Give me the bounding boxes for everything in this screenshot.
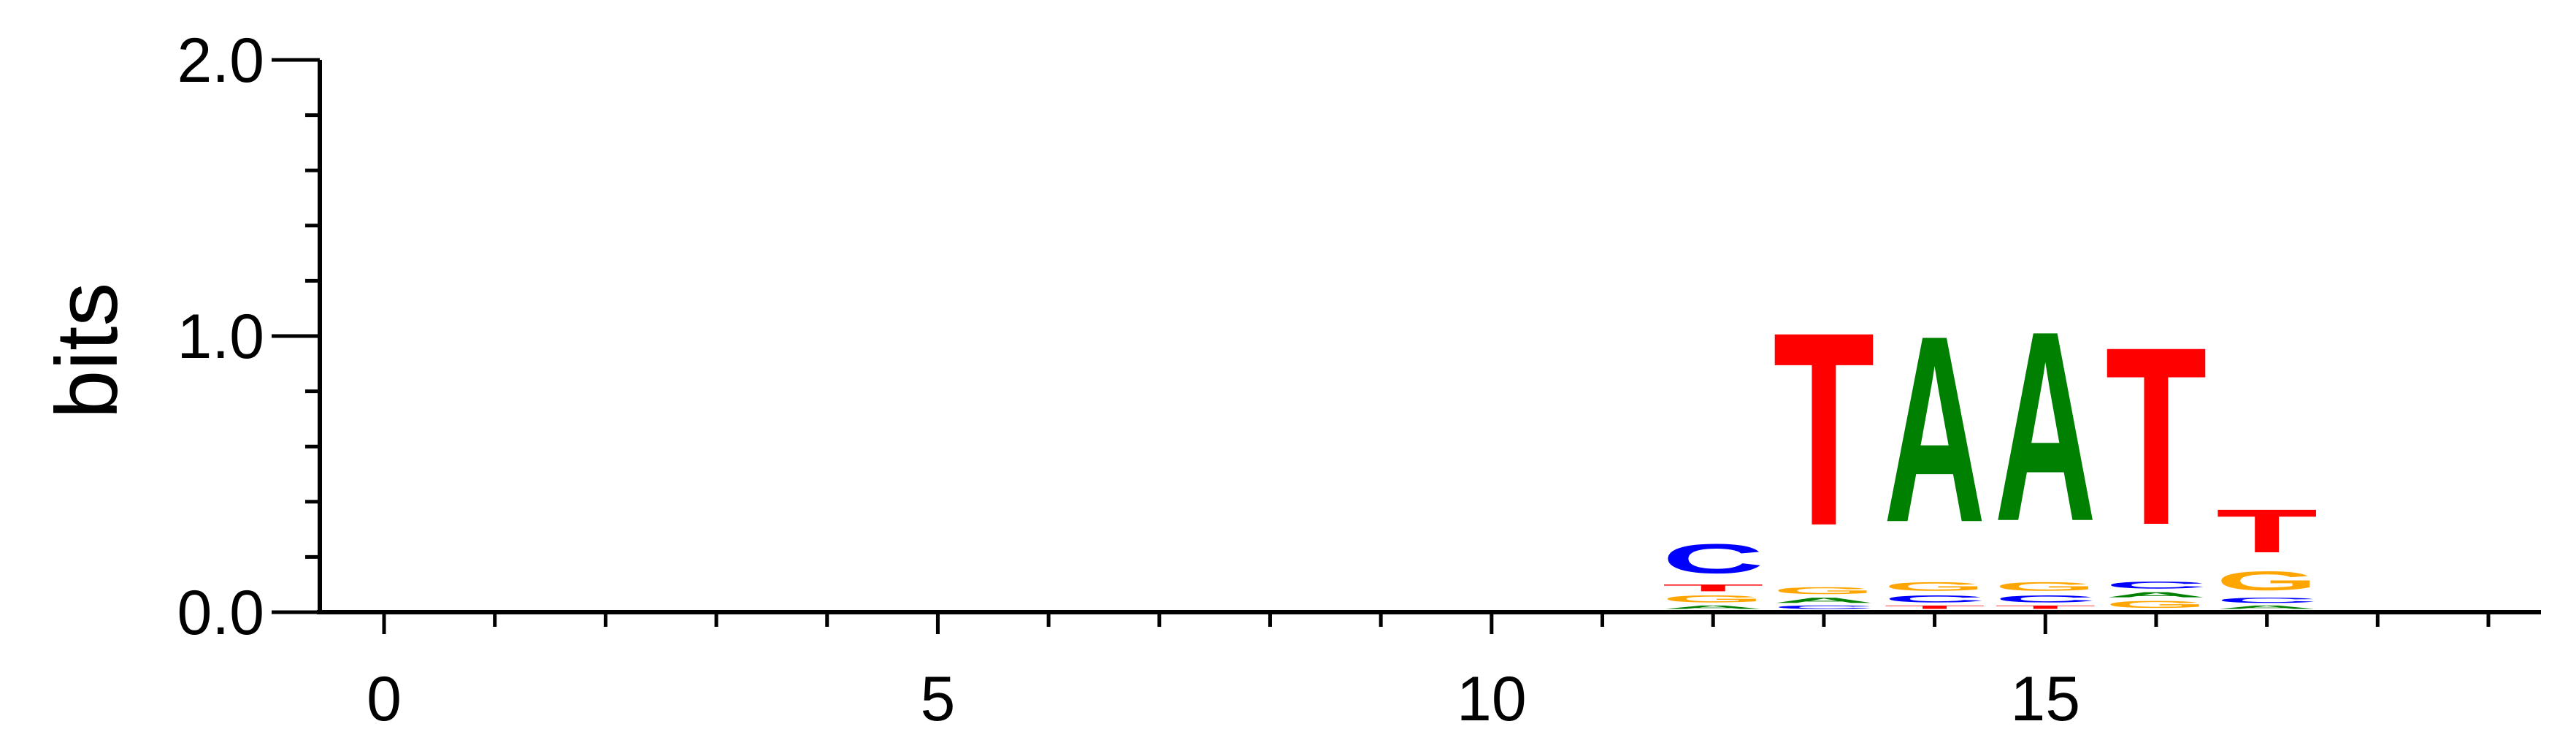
y-tick-label: 0.0: [177, 578, 264, 648]
x-tick-label: 10: [1457, 664, 1527, 734]
logo-letter-G: G: [2105, 599, 2207, 610]
logo-letter-C: C: [1662, 535, 1764, 582]
logo-letter-A: A: [1994, 275, 2096, 578]
logo-letter-A: A: [2105, 590, 2207, 598]
logo-letter-G: G: [1662, 593, 1764, 604]
logo-letter-A: A: [2216, 604, 2318, 610]
logo-letter-G: G: [1773, 585, 1875, 596]
logo-letter-T: T: [1884, 604, 1986, 610]
x-tick-label: 0: [367, 664, 402, 734]
logo-letter-A: A: [1662, 604, 1764, 610]
logo-letter-C: C: [1994, 593, 2096, 604]
logo-letter-T: T: [1662, 582, 1764, 593]
logo-letter-C: C: [1884, 593, 1986, 604]
logo-letter-C: C: [1773, 604, 1875, 610]
logo-letter-T: T: [1995, 604, 2097, 610]
y-tick-label: 1.0: [177, 302, 264, 372]
logo-letter-C: C: [2216, 596, 2318, 604]
logo-letter-G: G: [1884, 579, 1986, 593]
logo-letter-G: G: [1995, 579, 2097, 593]
logo-letter-T: T: [2216, 497, 2318, 565]
logo-letter-T: T: [1773, 275, 1875, 583]
x-tick-label: 15: [2010, 664, 2080, 734]
logo-letter-A: A: [1773, 596, 1875, 604]
logo-letter-G: G: [2216, 566, 2318, 596]
logo-letter-T: T: [2105, 295, 2207, 579]
y-axis: 0.0 1.0 2.0: [177, 26, 322, 648]
logo-letter-C: C: [2105, 579, 2207, 590]
y-tick-label: 2.0: [177, 26, 264, 96]
y-axis-title: bits: [38, 283, 136, 419]
logo-letter-A: A: [1884, 280, 1986, 577]
x-axis: 0 5 10 15: [317, 610, 2541, 734]
x-tick-label: 5: [920, 664, 955, 734]
